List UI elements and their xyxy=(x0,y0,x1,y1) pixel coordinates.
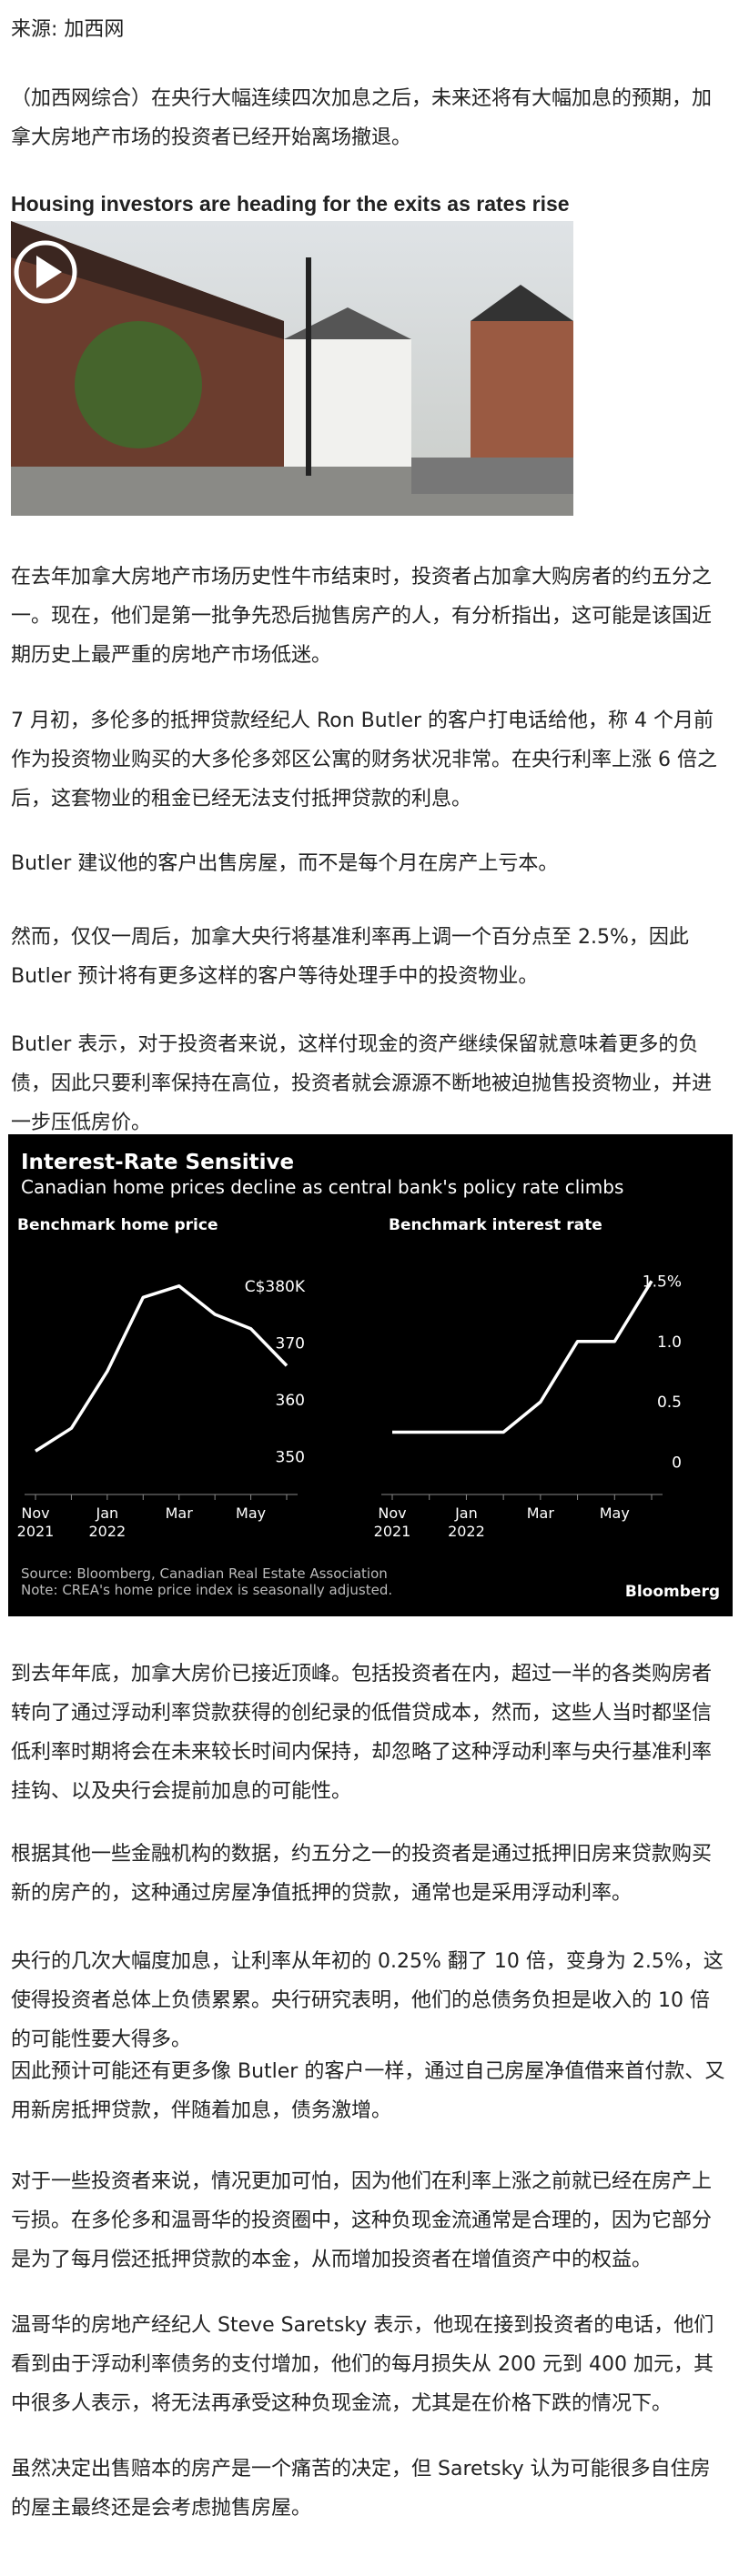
data-line xyxy=(35,1284,289,1453)
x-tick-label: May xyxy=(236,1504,266,1522)
video-title: Housing investors are heading for the ex… xyxy=(11,192,570,216)
x-tick-label: Nov 2021 xyxy=(374,1504,411,1540)
panel-title: Benchmark interest rate xyxy=(389,1216,602,1234)
intro: （加西网综合）在央行大幅连续四次加息之后，未来还将有大幅加息的预期，加拿大房地产… xyxy=(11,87,713,149)
paragraph: 对于一些投资者来说，情况更加可怕，因为他们在利率上涨之前就已经在房产上亏损。在多… xyxy=(11,2170,713,2271)
x-tick-label: Jan 2022 xyxy=(88,1504,126,1540)
paragraph: 央行的几次大幅度加息，让利率从年初的 0.25% 翻了 10 倍，变身为 2.5… xyxy=(11,1950,724,2051)
chart: Interest-Rate Sensitive Canadian home pr… xyxy=(8,1134,733,1616)
paragraph: Butler 建议他的客户出售房屋，而不是每个月在房产上亏本。 xyxy=(11,852,559,875)
paragraph: 虽然决定出售赔本的房产是一个痛苦的决定，但 Saretsky 认为可能很多自住房… xyxy=(11,2458,711,2520)
y-tick-label: 1.0 xyxy=(657,1333,682,1352)
y-tick-label: 370 xyxy=(276,1334,305,1353)
chart-source: Source: Bloomberg, Canadian Real Estate … xyxy=(21,1565,388,1582)
data-line xyxy=(392,1280,653,1434)
paragraph: 温哥华的房地产经纪人 Steve Saretsky 表示，他现在接到投资者的电话… xyxy=(11,2314,714,2415)
paragraph: Butler 表示，对于投资者来说，这样付现金的资产继续保留就意味着更多的负债，… xyxy=(11,1033,713,1134)
x-tick-label: Nov 2021 xyxy=(17,1504,55,1540)
x-tick-label: Mar xyxy=(166,1504,194,1522)
paragraph: 7 月初，多伦多的抵押贷款经纪人 Ron Butler 的客户打电话给他，称 4… xyxy=(11,709,717,810)
paragraph: 到去年年底，加拿大房价已接近顶峰。包括投资者在内，超过一半的各类购房者转向了通过… xyxy=(11,1663,713,1803)
x-tick-label: May xyxy=(600,1504,630,1522)
paragraph: 然而，仅仅一周后，加拿大央行将基准利率再上调一个百分点至 2.5%，因此 But… xyxy=(11,926,689,988)
y-tick-label: C$380K xyxy=(245,1278,306,1296)
video-thumbnail[interactable] xyxy=(11,221,573,516)
paragraph: 因此预计可能还有更多像 Butler 的客户一样，通过自己房屋净值借来首付款、又… xyxy=(11,2060,725,2122)
y-tick-label: 360 xyxy=(276,1392,305,1410)
chart-title: Interest-Rate Sensitive xyxy=(21,1151,294,1174)
y-tick-label: 350 xyxy=(276,1448,305,1466)
y-tick-label: 0.5 xyxy=(657,1394,682,1412)
x-tick-label: Mar xyxy=(527,1504,555,1522)
brand: Bloomberg xyxy=(625,1583,720,1601)
y-tick-label: 1.5% xyxy=(643,1273,682,1291)
panel-title: Benchmark home price xyxy=(17,1216,218,1234)
source: 来源: 加西网 xyxy=(11,18,125,41)
x-tick-label: Jan 2022 xyxy=(448,1504,485,1540)
chart-background xyxy=(8,1134,733,1616)
chart-subtitle: Canadian home prices decline as central … xyxy=(21,1176,623,1198)
paragraph: 在去年加拿大房地产市场历史性牛市结束时，投资者占加拿大购房者的约五分之一。现在，… xyxy=(11,566,713,667)
paragraph: 根据其他一些金融机构的数据，约五分之一的投资者是通过抵押旧房来贷款购买新的房产的… xyxy=(11,1843,713,1905)
chart-note: Note: CREA's home price index is seasona… xyxy=(21,1582,392,1598)
y-tick-label: 0 xyxy=(672,1454,682,1473)
